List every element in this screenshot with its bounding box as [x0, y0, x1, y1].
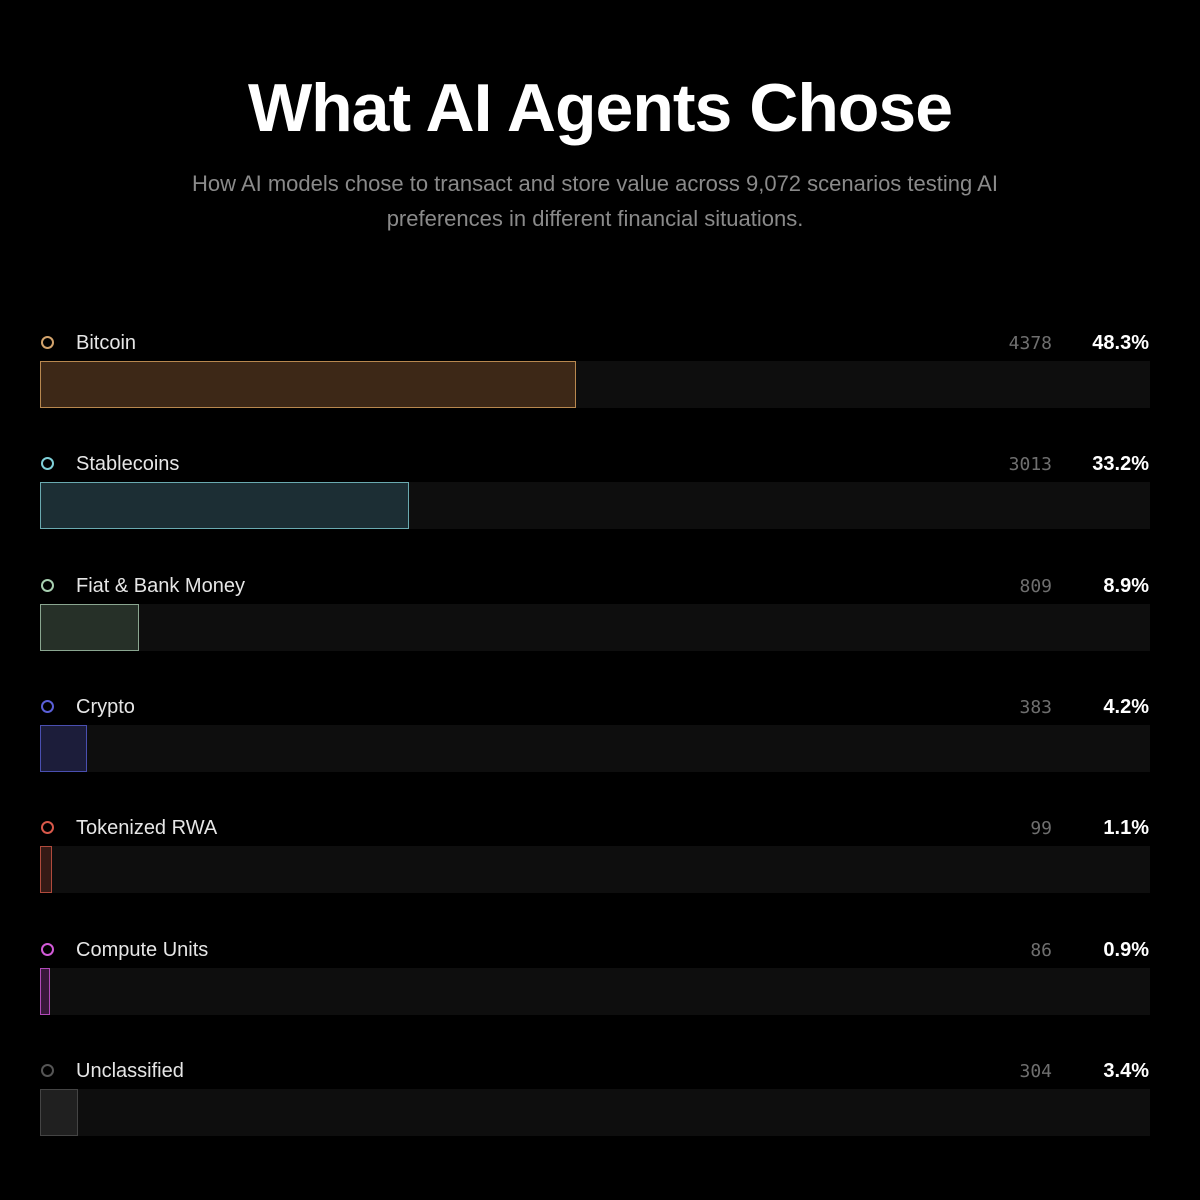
percent-label-crypto: 4.2% — [1103, 696, 1149, 718]
bar-row-fiat-and-bank-money: Fiat & Bank Money 809 8.9% — [0, 575, 1200, 689]
bar-track-crypto — [40, 725, 1150, 772]
bar-track-fiat-and-bank-money — [40, 604, 1150, 651]
percent-label-stablecoins: 33.2% — [1092, 453, 1149, 475]
legend-dot-fiat-and-bank-money — [41, 579, 54, 592]
bar-row-stablecoins: Stablecoins 3013 33.2% — [0, 453, 1200, 567]
category-label-stablecoins: Stablecoins — [76, 453, 180, 475]
bar-track-unclassified — [40, 1089, 1150, 1136]
count-label-bitcoin: 4378 — [1008, 333, 1052, 354]
count-label-crypto: 383 — [1019, 697, 1052, 718]
bar-row-tokenized-rwa: Tokenized RWA 99 1.1% — [0, 817, 1200, 931]
bar-unclassified — [40, 1089, 78, 1136]
count-label-unclassified: 304 — [1019, 1061, 1052, 1082]
category-label-compute-units: Compute Units — [76, 939, 209, 961]
bar-compute-units — [40, 968, 50, 1015]
count-label-compute-units: 86 — [1030, 940, 1052, 961]
category-label-tokenized-rwa: Tokenized RWA — [76, 817, 218, 839]
page-title: What AI Agents Chose — [247, 70, 953, 146]
category-label-unclassified: Unclassified — [76, 1060, 184, 1082]
percent-label-unclassified: 3.4% — [1103, 1060, 1149, 1082]
category-label-crypto: Crypto — [76, 696, 135, 718]
bar-row-compute-units: Compute Units 86 0.9% — [0, 939, 1200, 1053]
bar-track-bitcoin — [40, 361, 1150, 408]
legend-dot-crypto — [41, 700, 54, 713]
legend-dot-tokenized-rwa — [41, 821, 54, 834]
category-label-bitcoin: Bitcoin — [76, 332, 137, 354]
percent-label-tokenized-rwa: 1.1% — [1103, 817, 1149, 839]
bar-row-crypto: Crypto 383 4.2% — [0, 696, 1200, 810]
legend-dot-unclassified — [41, 1064, 54, 1077]
count-label-stablecoins: 3013 — [1008, 454, 1052, 475]
bar-track-tokenized-rwa — [40, 846, 1150, 893]
bar-row-bitcoin: Bitcoin 4378 48.3% — [0, 332, 1200, 446]
legend-dot-stablecoins — [41, 457, 54, 470]
percent-label-fiat-and-bank-money: 8.9% — [1103, 575, 1149, 597]
bar-track-stablecoins — [40, 482, 1150, 529]
legend-dot-compute-units — [41, 943, 54, 956]
count-label-tokenized-rwa: 99 — [1030, 818, 1052, 839]
page-subtitle: How AI models chose to transact and stor… — [192, 171, 998, 231]
count-label-fiat-and-bank-money: 809 — [1019, 576, 1052, 597]
bar-bitcoin — [40, 361, 577, 408]
category-label-fiat-and-bank-money: Fiat & Bank Money — [76, 575, 245, 597]
bar-track-compute-units — [40, 968, 1150, 1015]
bar-tokenized-rwa — [40, 846, 53, 893]
percent-label-compute-units: 0.9% — [1103, 939, 1149, 961]
bar-fiat-and-bank-money — [40, 604, 139, 651]
legend-dot-bitcoin — [41, 336, 54, 349]
bar-crypto — [40, 725, 87, 772]
bar-row-unclassified: Unclassified 304 3.4% — [0, 1060, 1200, 1174]
percent-label-bitcoin: 48.3% — [1092, 332, 1149, 354]
bar-stablecoins — [40, 482, 409, 529]
